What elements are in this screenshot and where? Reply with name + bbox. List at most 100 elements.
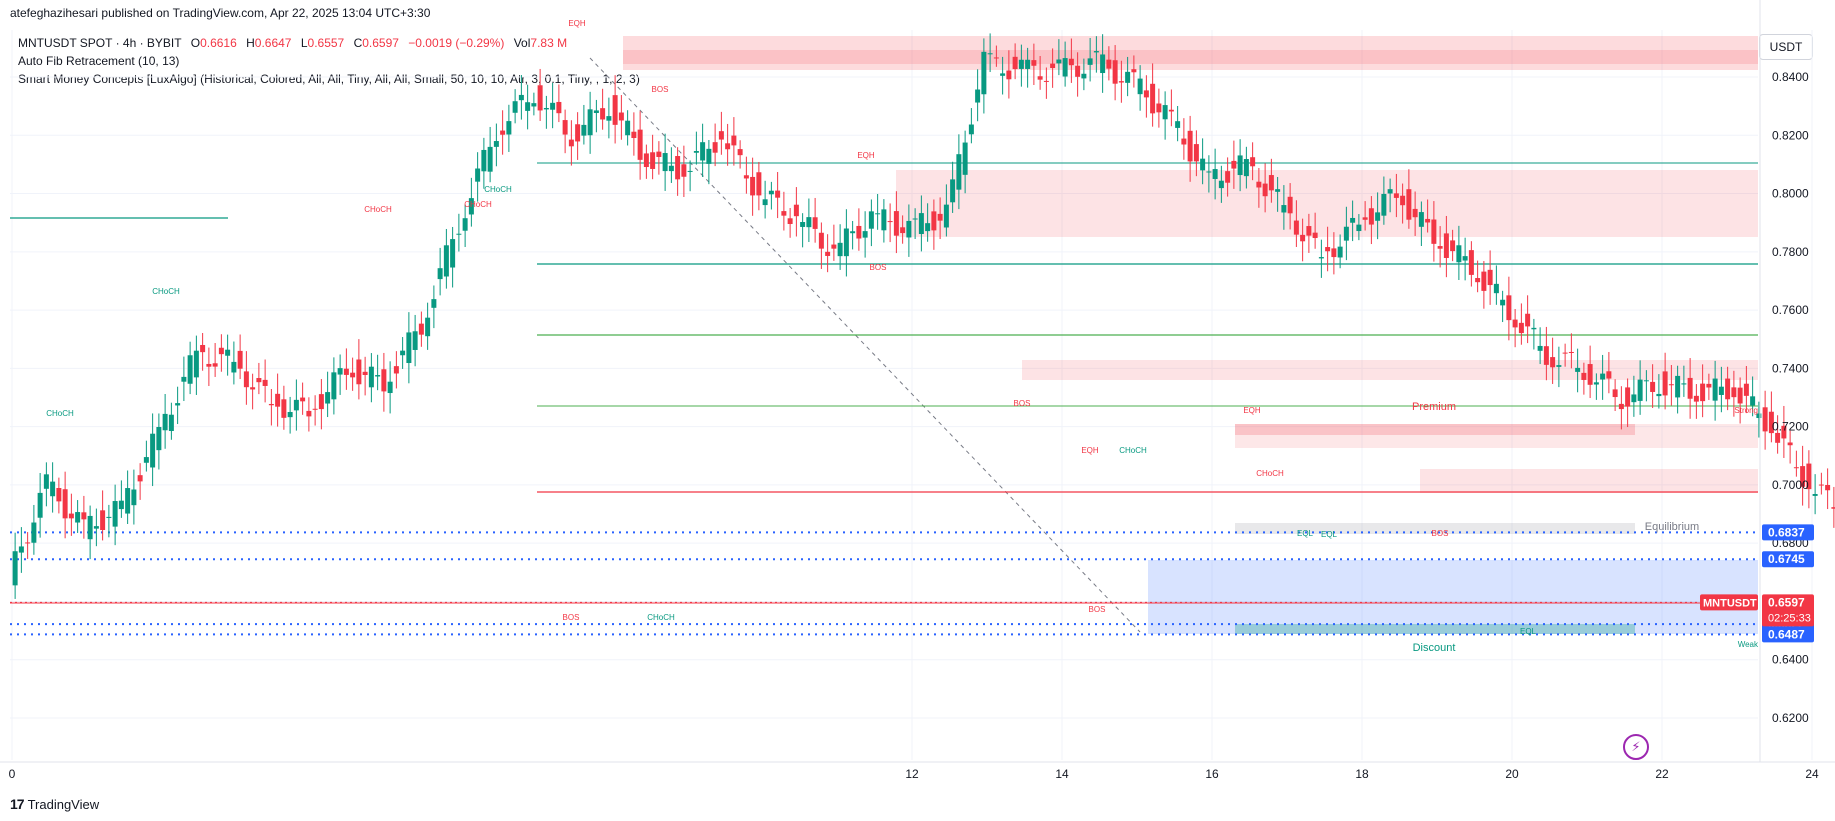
candle-body [1025,59,1031,69]
candle-body [50,481,56,497]
candle-body [1643,380,1649,382]
candle-body [806,217,812,228]
candle-body [1268,175,1274,191]
candle-body [700,142,706,161]
high-value: 0.6647 [254,36,292,50]
smc-label: CHoCH [364,205,392,214]
tradingview-logo-icon: 17 [10,796,25,812]
candle-body [1581,372,1587,380]
candle-body [543,107,549,110]
candle-body [1687,377,1693,399]
candle-body [1712,378,1718,401]
order-block-lower [1022,360,1758,380]
level-tag-label: 0.6487 [1768,627,1805,641]
candle-body [750,176,756,196]
order-block-top [623,36,1758,70]
candle-body [12,551,18,586]
candle-body [62,489,68,519]
candle-body [1100,54,1106,74]
candle-body [893,211,899,236]
candle-body [1525,313,1531,327]
candle-body [687,170,693,172]
candle-body [68,513,74,519]
candle-body [1487,269,1493,286]
smc-label: EQH [857,151,875,160]
bolt-icon[interactable]: ⚡ [1623,734,1649,760]
candle-body [1031,60,1037,66]
symbol-tag-label: MNTUSDT [1703,597,1757,609]
candle-body [1456,245,1462,263]
high-label: H [246,36,255,50]
smc-zones [589,36,1758,634]
candle-body [100,510,106,531]
price-axis: 0.8400 0.8200 0.8000 0.7800 0.7600 0.7400 0.72… [1759,0,1809,762]
candle-body [1168,109,1174,112]
candle-body [1418,212,1424,227]
candle-body [1237,155,1243,176]
smc-label: CHoCH [1256,469,1284,478]
level-tag [1762,524,1814,541]
premium-zone [1235,424,1635,435]
candle-body [1800,466,1806,487]
smc-label: EQH [568,19,586,28]
zone-label: Premium [1412,401,1456,413]
candle-body [1468,250,1474,275]
candle-body [706,148,712,164]
candle-body [218,347,224,355]
candle-body [250,387,256,390]
candle-body [481,149,487,172]
candles [12,33,1835,599]
indicator-fib[interactable]: Auto Fib Retracement (10, 13) [18,54,180,68]
candle-body [1806,463,1812,490]
candle-body [1543,346,1549,365]
close-label: C [353,36,363,50]
candle-body [1625,387,1631,407]
candle-body [450,239,456,268]
candle-body [125,488,131,514]
candle-body [1181,138,1187,145]
candle-body [618,112,624,121]
candle-body [843,228,849,257]
candle-body [1281,205,1287,213]
indicator-smc[interactable]: Smart Money Concepts [LuxAlgo] (Historic… [18,72,640,86]
candle-body [850,231,856,234]
candle-body [1650,381,1656,392]
symbol-label[interactable]: MNTUSDT SPOT · 4h · BYBIT [18,36,182,50]
candle-body [318,394,324,410]
candle-body [918,213,924,235]
candle-body [1387,189,1393,194]
candle-body [1618,403,1624,410]
footer: 17 TradingView [10,796,99,812]
candle-body [468,198,474,215]
candle-body [1737,387,1743,404]
currency-button[interactable]: USDT [1759,34,1813,60]
candle-body [268,403,274,406]
candle-body [837,242,843,257]
candle-body [106,516,112,518]
candle-body [181,376,187,382]
candle-body [1831,507,1835,509]
candle-body [875,213,881,215]
candle-body [812,217,818,229]
candle-body [987,53,993,55]
candle-body [568,139,574,147]
candle-body [275,393,281,407]
trend-dashed-line [589,57,1141,633]
candle-body [1450,240,1456,252]
candle-body [212,363,218,367]
candle-body [1537,345,1543,351]
candle-body [937,213,943,221]
candle-body [1081,73,1087,79]
candle-body [1693,395,1699,402]
x-tick-label: 12 [905,767,919,781]
candle-body [25,542,31,544]
candle-body [1406,189,1412,220]
candle-body [1743,383,1749,396]
candle-body [156,427,162,451]
candle-body [37,492,43,518]
candle-body [1706,383,1712,388]
candle-body [356,359,362,385]
discount-bottom [1235,624,1635,634]
footer-brand[interactable]: TradingView [27,796,100,812]
